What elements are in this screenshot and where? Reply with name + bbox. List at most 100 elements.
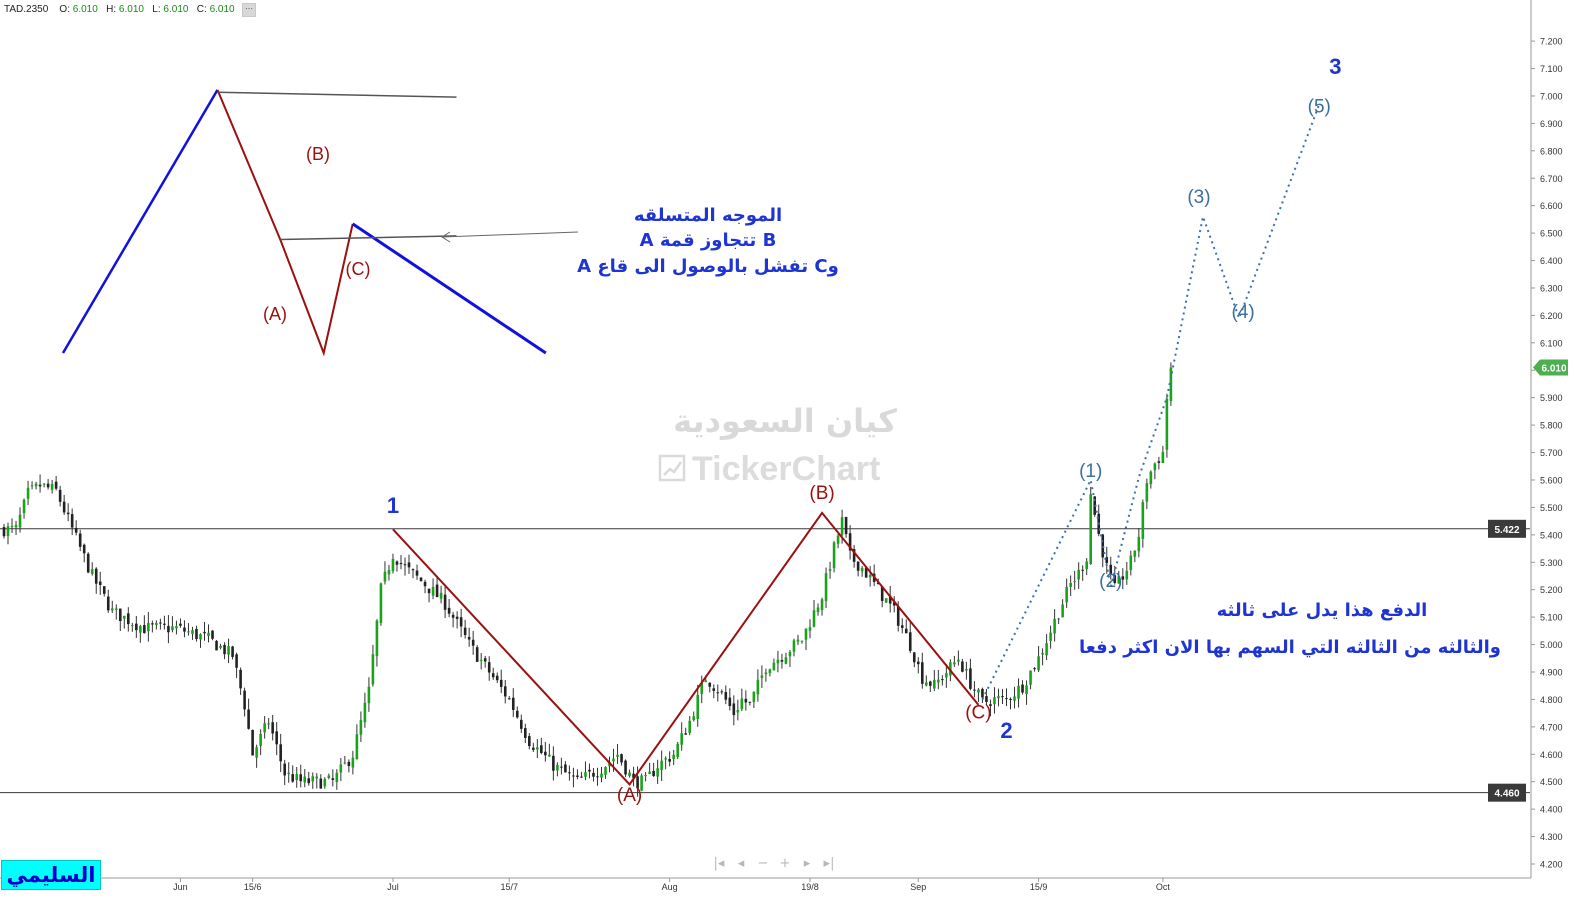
candle-body — [1033, 668, 1036, 670]
candle-body — [672, 754, 675, 760]
arrow-head — [441, 231, 451, 243]
wave-label: (3) — [1187, 187, 1210, 208]
candle-body — [347, 761, 351, 767]
candle-body — [379, 583, 383, 623]
candle-body — [644, 775, 647, 777]
candle-body — [375, 620, 379, 657]
y-tick-label: 5.500 — [1540, 503, 1563, 513]
x-tick-label: Aug — [662, 882, 678, 892]
candle-body — [1149, 471, 1153, 485]
candle-body — [319, 778, 323, 789]
y-tick-label: 6.700 — [1540, 174, 1563, 184]
candle-body — [419, 577, 423, 581]
candle-body — [327, 775, 331, 778]
candle-body — [195, 628, 198, 640]
candle-body — [110, 608, 114, 611]
candle-body — [479, 659, 483, 661]
candle-body — [828, 569, 832, 571]
candle-body — [30, 485, 34, 487]
candle-body — [784, 657, 788, 664]
candle-body — [235, 654, 238, 668]
candle-body — [407, 562, 411, 568]
candle-body — [239, 669, 242, 689]
candle-body — [748, 701, 752, 703]
first-icon[interactable]: |◂ — [713, 856, 725, 871]
candle-body — [540, 745, 543, 754]
candle-body — [788, 652, 792, 657]
candle-body — [800, 640, 804, 642]
candle-body — [54, 481, 58, 489]
candle-body — [880, 586, 884, 601]
close-label: C: — [196, 4, 207, 15]
candle-body — [223, 644, 226, 655]
scheme-lower-channel — [280, 235, 457, 241]
candle-body — [455, 616, 459, 619]
candle-body — [544, 751, 547, 756]
wave-label: (C) — [965, 703, 991, 724]
candle-body — [1065, 587, 1068, 603]
candle-body — [548, 754, 551, 757]
watermark-arabic: كيان السعودية — [673, 402, 897, 440]
candle-body — [267, 723, 270, 725]
candle-body — [403, 564, 407, 566]
candle-body — [584, 772, 587, 777]
candle-body — [896, 606, 900, 626]
candle-body — [660, 760, 663, 771]
candle-body — [552, 755, 555, 771]
candle-body — [528, 736, 531, 747]
candle-body — [957, 659, 960, 662]
candle-body — [989, 704, 992, 707]
candle-body — [953, 662, 956, 665]
candle-body — [560, 766, 563, 768]
candle-body — [1061, 604, 1064, 618]
candle-body — [82, 544, 86, 554]
high-label: H: — [106, 4, 117, 15]
candle-body — [295, 773, 299, 780]
candle-body — [135, 623, 138, 631]
zoom-in-icon[interactable]: + — [779, 856, 791, 871]
candle-body — [808, 627, 812, 631]
candle-body — [768, 669, 772, 674]
candle-body — [696, 694, 700, 719]
prev-icon[interactable]: ◂ — [737, 856, 745, 871]
candle-body — [187, 631, 190, 633]
wave-label: (4) — [1231, 302, 1254, 323]
level-badge-label: 5.422 — [1494, 525, 1519, 536]
candle-body — [451, 614, 455, 618]
candle-body — [1085, 561, 1088, 570]
candle-body — [6, 526, 10, 537]
candle-body — [640, 775, 643, 791]
candle-body — [588, 769, 591, 772]
candle-body — [840, 517, 844, 535]
candle-body — [752, 691, 756, 702]
candle-body — [624, 760, 627, 775]
candle-body — [399, 563, 403, 565]
candle-body — [1129, 555, 1133, 570]
candle-body — [207, 632, 210, 636]
x-tick-label: Jun — [173, 882, 188, 892]
candle-body — [355, 734, 359, 760]
candle-body — [291, 774, 295, 782]
y-tick-label: 5.200 — [1540, 585, 1563, 595]
candle-body — [391, 558, 395, 572]
candle-body — [1029, 670, 1032, 685]
y-tick-label: 5.600 — [1540, 475, 1563, 485]
grid-icon[interactable]: ⋯ — [242, 3, 256, 17]
candle-body — [1141, 502, 1145, 539]
scheme-label: (A) — [263, 304, 287, 324]
candle-body — [572, 775, 575, 777]
zoom-out-icon[interactable]: − — [757, 856, 769, 871]
candle-body — [491, 673, 495, 678]
candle-body — [736, 709, 740, 713]
last-icon[interactable]: ▸| — [823, 856, 835, 871]
watermark-brand: TickerChart — [692, 450, 880, 488]
candle-body — [532, 747, 535, 750]
next-icon[interactable]: ▸ — [803, 856, 811, 871]
last-price-badge — [1533, 359, 1568, 376]
y-tick-label: 5.300 — [1540, 558, 1563, 568]
candle-body — [832, 542, 836, 569]
candle-body — [804, 628, 808, 640]
wave-label: (B) — [809, 483, 834, 504]
